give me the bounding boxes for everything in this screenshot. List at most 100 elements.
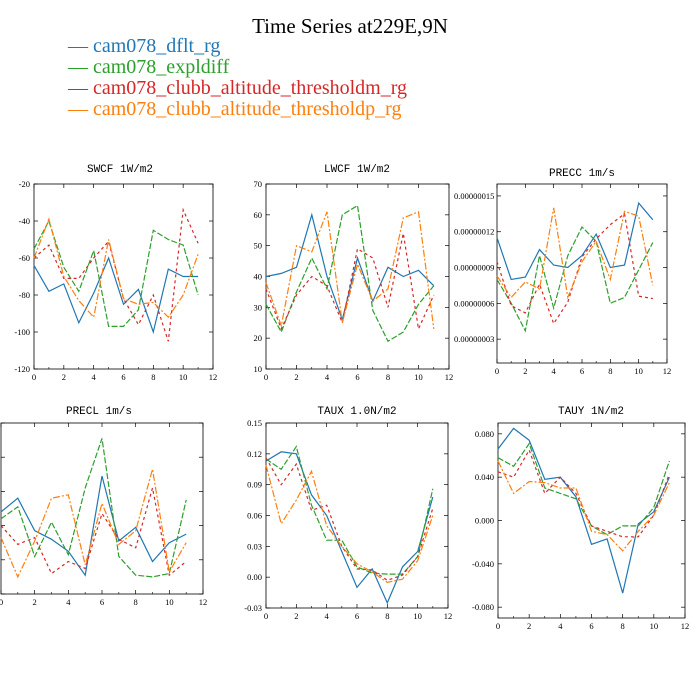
y-tick-label: 0.00000012 xyxy=(454,227,494,237)
x-tick-label: 0 xyxy=(264,611,268,621)
x-tick-label: 10 xyxy=(413,611,422,621)
x-tick-label: 2 xyxy=(33,597,37,607)
series-line xyxy=(265,464,434,583)
series-line xyxy=(33,217,199,319)
series-line xyxy=(265,204,435,343)
legend-marker: — xyxy=(68,77,93,99)
x-tick-label: 4 xyxy=(92,372,97,382)
legend-label: cam078_clubb_altitude_thresholdp_rg xyxy=(93,98,402,120)
plot-frame xyxy=(0,422,204,595)
x-tick-label: 0 xyxy=(264,372,268,382)
series-line xyxy=(0,475,187,577)
series-line xyxy=(497,448,670,538)
y-tick-label: 0.15 xyxy=(247,418,262,428)
y-tick-label: -0.03 xyxy=(244,603,262,613)
y-tick-label: -20 xyxy=(19,179,30,189)
y-tick-label: 0.00000015 xyxy=(454,191,494,201)
legend-item: — cam078_dflt_rg xyxy=(68,36,407,57)
x-tick-label: 12 xyxy=(445,372,454,382)
x-tick-label: 4 xyxy=(66,597,71,607)
chart-title: SWCF 1W/m2 xyxy=(87,164,153,176)
y-tick-label: 60 xyxy=(254,210,263,220)
x-tick-label: 4 xyxy=(325,372,330,382)
y-tick-label: 0.080 xyxy=(475,429,494,439)
x-tick-label: 8 xyxy=(621,621,625,631)
x-tick-label: 6 xyxy=(355,611,359,621)
series-line xyxy=(0,469,187,579)
x-tick-label: 6 xyxy=(121,372,125,382)
x-tick-label: 12 xyxy=(199,597,208,607)
x-tick-label: 8 xyxy=(151,372,155,382)
x-tick-label: 0 xyxy=(495,366,499,376)
x-tick-label: 2 xyxy=(527,621,531,631)
x-tick-label: 8 xyxy=(608,366,612,376)
y-tick-label: -0.080 xyxy=(472,602,494,612)
y-tick-label: 0.00000003 xyxy=(454,334,494,344)
chart-title: LWCF 1W/m2 xyxy=(324,164,390,176)
series-line xyxy=(265,212,435,322)
legend-item: — cam078_clubb_altitude_thresholdm_rg xyxy=(68,78,407,99)
plot-frame xyxy=(497,422,686,619)
x-tick-label: 4 xyxy=(325,611,330,621)
series-line xyxy=(496,225,654,333)
x-tick-label: 6 xyxy=(355,372,359,382)
series-line xyxy=(496,207,654,300)
series-line xyxy=(0,438,187,578)
legend-label: cam078_clubb_altitude_thresholdm_rg xyxy=(93,77,408,99)
y-tick-label: 0.00000006 xyxy=(454,298,494,308)
legend-label: cam078_expldiff xyxy=(93,56,230,78)
x-tick-label: 10 xyxy=(165,597,174,607)
y-tick-label: 0.12 xyxy=(247,449,262,459)
legend-marker: — xyxy=(68,35,93,57)
x-tick-label: 10 xyxy=(414,372,423,382)
figure-title: Time Series at229E,9N xyxy=(252,14,448,38)
x-tick-label: 12 xyxy=(663,366,672,376)
chart-title: PRECC 1m/s xyxy=(549,168,615,180)
x-tick-label: 0 xyxy=(0,597,3,607)
x-tick-label: 12 xyxy=(681,621,690,631)
chart-panel: PRECL 1m/s0246810120.000000000.000000020… xyxy=(0,406,207,607)
x-tick-label: 4 xyxy=(552,366,557,376)
x-tick-label: 10 xyxy=(634,366,643,376)
chart-panel: LWCF 1W/m2 0 2 4 6 8 10 12 10 20 30 40 50 60 70 xyxy=(254,164,454,382)
series-line xyxy=(265,233,435,331)
chart-panel: SWCF 1W/m2 0 2 4 6 8 10 12 -120 -100 -80 -60 -40 -20 xyxy=(14,164,217,382)
y-tick-label: -40 xyxy=(19,216,30,226)
x-tick-label: 2 xyxy=(294,372,298,382)
y-tick-label: 10 xyxy=(254,364,263,374)
x-tick-label: 10 xyxy=(650,621,659,631)
chart-title: TAUX 1.0N/m2 xyxy=(317,406,396,418)
y-tick-label: 70 xyxy=(254,179,263,189)
chart-panel: TAUY 1N/m2 0 2 4 6 8 10 12 -0.080 -0.040 0.000 0.04… xyxy=(472,406,689,631)
y-tick-label: -60 xyxy=(19,253,30,263)
x-tick-label: 10 xyxy=(179,372,188,382)
plot-frame xyxy=(496,183,668,364)
chart-panel: TAUX 1.0N/m2 0 2 4 6 8 10 12 -0.03 0.00 0.03 0.06 0.… xyxy=(244,406,452,621)
y-tick-label: 0.00000009 xyxy=(454,263,494,273)
x-tick-label: 12 xyxy=(209,372,218,382)
series-line xyxy=(497,460,670,552)
x-tick-label: 6 xyxy=(589,621,593,631)
y-tick-label: 0.06 xyxy=(247,511,262,521)
y-tick-label: 0.00 xyxy=(247,572,262,582)
plot-frame xyxy=(265,183,450,370)
series-line xyxy=(33,207,199,342)
y-tick-label: -100 xyxy=(14,327,30,337)
series-line xyxy=(265,210,435,329)
legend-item: — cam078_clubb_altitude_thresholdp_rg xyxy=(68,99,407,120)
legend-label: cam078_dflt_rg xyxy=(93,35,221,57)
x-tick-label: 12 xyxy=(444,611,453,621)
series-line xyxy=(496,212,653,325)
x-tick-label: 6 xyxy=(100,597,104,607)
y-tick-label: 40 xyxy=(254,272,263,282)
legend-item: — cam078_expldiff xyxy=(68,57,407,78)
series-line xyxy=(497,442,670,536)
series-line xyxy=(33,256,199,335)
x-tick-label: 0 xyxy=(32,372,36,382)
series-line xyxy=(265,451,434,605)
legend-marker: — xyxy=(68,98,93,120)
x-tick-label: 4 xyxy=(558,621,563,631)
series-line xyxy=(0,487,187,577)
series-line xyxy=(497,427,670,594)
